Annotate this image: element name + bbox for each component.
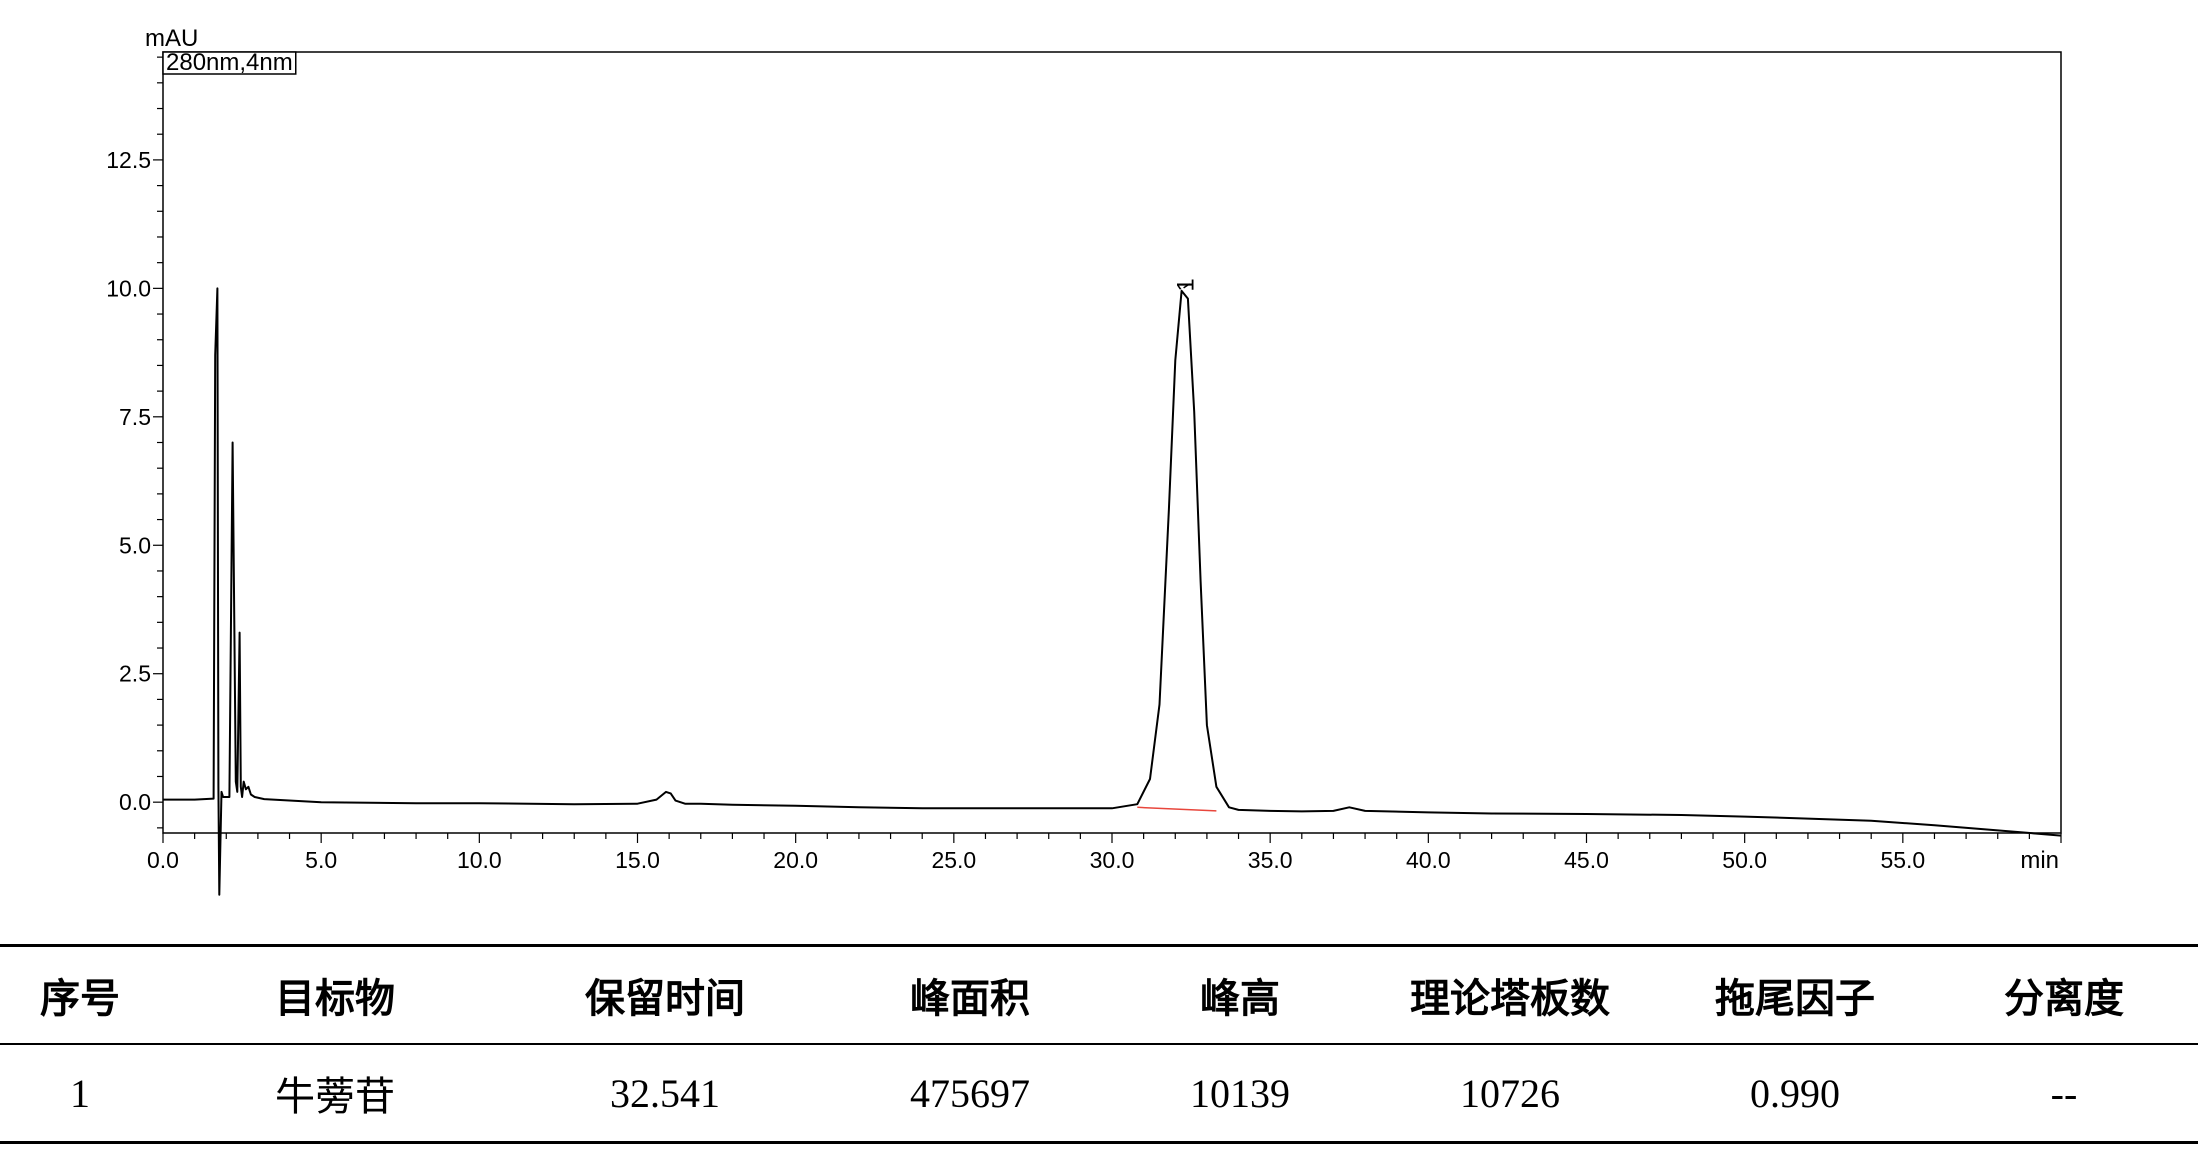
peak-label: 1 [1173, 278, 1200, 291]
x-tick-label: 15.0 [615, 847, 660, 873]
cell-resolution: -- [2050, 1070, 2078, 1116]
x-tick-label: 20.0 [773, 847, 818, 873]
table-row: 1 牛蒡苷 32.541 475697 10139 10726 0.990 -- [0, 1044, 2198, 1143]
cell-index: 1 [70, 1070, 90, 1116]
x-tick-label: 25.0 [931, 847, 976, 873]
x-tick-label: 40.0 [1406, 847, 1451, 873]
x-axis-unit-label: min [2020, 847, 2059, 874]
table-header-row: 序号 目标物 保留时间 峰面积 峰高 理论塔板数 拖尾因子 分离度 [0, 945, 2198, 1044]
y-tick-label: 7.5 [119, 404, 151, 430]
x-tick-label: 0.0 [147, 847, 179, 873]
x-axis: 0.0 5.0 10.0 15.0 20.0 25.0 30.0 35.0 40.0 45.0 50… [147, 833, 2062, 873]
x-tick-label: 10.0 [457, 847, 502, 873]
y-axis: 0.0 2.5 5.0 7.5 10.0 12.5 [106, 56, 163, 829]
cell-analyte: 牛蒡苷 [275, 1074, 395, 1119]
legend-label: 280nm,4nm [166, 49, 293, 76]
chromatogram-chart: 0.0 2.5 5.0 7.5 10.0 12.5 0.0 5.0 10.0 15.0 20.0 2… [106, 25, 2062, 896]
cell-retention-time: 32.541 [610, 1070, 720, 1116]
header-peak-height: 峰高 [1200, 976, 1280, 1022]
x-tick-label: 45.0 [1564, 847, 1609, 873]
y-tick-label: 12.5 [106, 147, 151, 173]
y-tick-label: 0.0 [119, 789, 151, 815]
x-tick-label: 35.0 [1248, 847, 1293, 873]
header-resolution: 分离度 [2004, 976, 2124, 1022]
peak-label-leader [1183, 283, 1191, 289]
header-retention-time: 保留时间 [585, 976, 745, 1022]
peak-baseline [1137, 806, 1217, 812]
chromatogram-trace [163, 287, 2062, 896]
header-index: 序号 [40, 976, 120, 1022]
cell-peak-area: 475697 [910, 1070, 1030, 1116]
x-tick-label: 55.0 [1880, 847, 1925, 873]
header-theoretical-plates: 理论塔板数 [1410, 976, 1610, 1022]
legend-box: 280nm,4nm [162, 49, 297, 76]
x-tick-label: 30.0 [1090, 847, 1135, 873]
legend-frame [162, 51, 297, 75]
header-analyte: 目标物 [275, 976, 395, 1022]
series-group [163, 287, 2062, 896]
plot-frame [162, 51, 2062, 834]
cell-peak-height: 10139 [1190, 1070, 1290, 1116]
header-tailing-factor: 拖尾因子 [1715, 976, 1875, 1022]
header-peak-area: 峰面积 [910, 976, 1030, 1022]
x-tick-label: 5.0 [305, 847, 337, 873]
y-tick-label: 10.0 [106, 275, 151, 301]
cell-tailing-factor: 0.990 [1750, 1070, 1840, 1116]
y-axis-unit-label: mAU [145, 25, 198, 52]
y-tick-label: 2.5 [119, 661, 151, 687]
cell-theoretical-plates: 10726 [1460, 1070, 1560, 1116]
results-table: 序号 目标物 保留时间 峰面积 峰高 理论塔板数 拖尾因子 分离度 1 牛蒡苷 … [0, 944, 2198, 1144]
x-tick-label: 50.0 [1722, 847, 1767, 873]
y-tick-label: 5.0 [119, 532, 151, 558]
peak-annotations: 1 [1173, 278, 1200, 291]
